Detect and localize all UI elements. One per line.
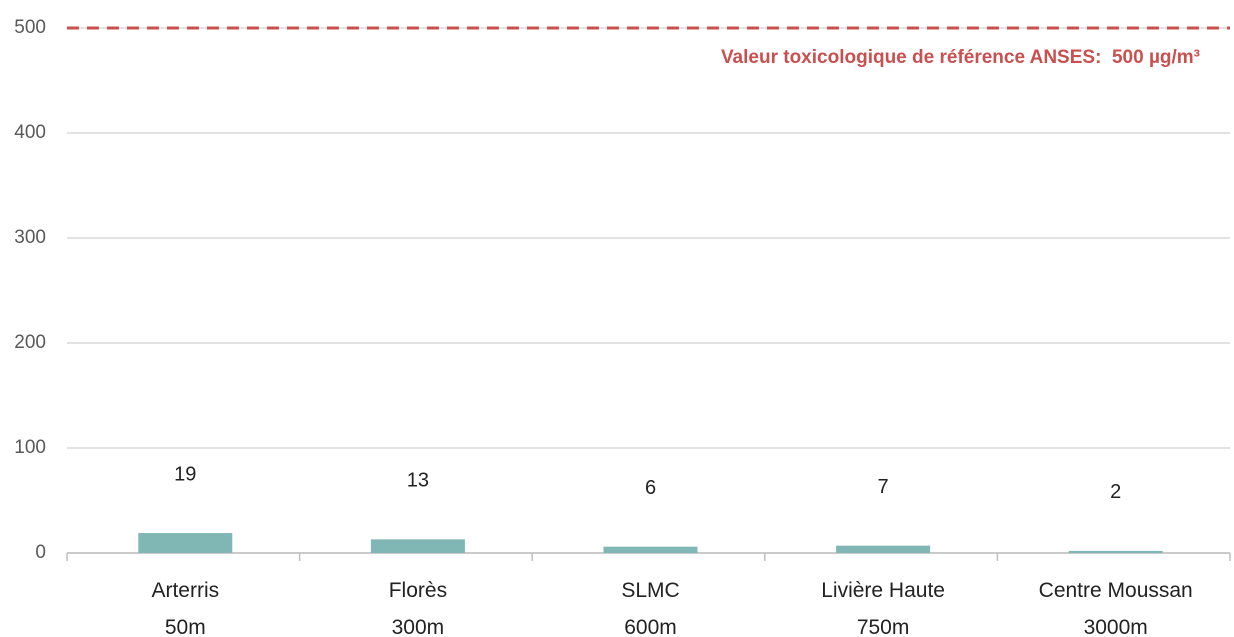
bar [603, 546, 698, 553]
data-label: 2 [1110, 481, 1121, 503]
y-tick-label: 300 [14, 227, 46, 248]
data-label: 7 [878, 476, 889, 498]
y-tick-label: 200 [14, 332, 46, 353]
data-label: 13 [407, 470, 429, 492]
y-tick-label: 0 [35, 542, 46, 563]
x-tick-label: Florès 300m [389, 579, 447, 637]
bar [1068, 550, 1163, 553]
data-label: 6 [645, 477, 656, 499]
reference-label: Valeur toxicologique de référence ANSES:… [721, 47, 1200, 68]
x-tick-label: Arterris 50m [151, 579, 219, 637]
x-tick-label: Centre Moussan 3000m [1039, 579, 1193, 637]
data-label: 19 [174, 463, 196, 485]
x-tick-label: SLMC 600m [621, 579, 679, 637]
bar [836, 545, 931, 553]
y-tick-label: 100 [14, 437, 46, 458]
x-tick-label: Livière Haute 750m [821, 579, 945, 637]
bar [370, 539, 465, 553]
y-tick-label: 400 [14, 122, 46, 143]
y-tick-label: 500 [14, 17, 46, 38]
bar [138, 533, 233, 553]
